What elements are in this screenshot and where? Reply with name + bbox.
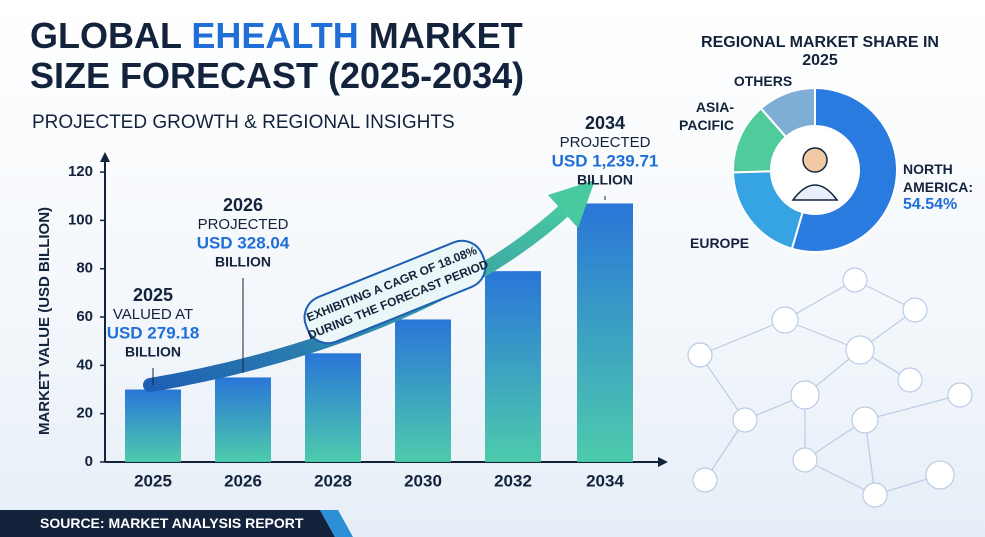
x-tick-label: 2025 <box>134 471 172 490</box>
annotation-text: PROJECTED <box>560 134 651 151</box>
title: GLOBAL EHEALTH MARKET SIZE FORECAST (202… <box>30 16 610 96</box>
network-decoration <box>687 267 973 508</box>
y-tick-label: 60 <box>76 308 93 325</box>
x-tick-label: 2034 <box>586 471 624 490</box>
y-tick-label: 120 <box>68 163 93 180</box>
doctor-body <box>791 184 839 201</box>
y-axis-arrow <box>100 152 110 162</box>
pie-title: REGIONAL MARKET SHARE IN 2025 <box>701 34 939 69</box>
pie-label: EUROPE <box>690 234 760 252</box>
annotation-text: USD 1,239.71 <box>552 151 659 170</box>
annotation-text: USD 279.18 <box>107 323 200 342</box>
annotation-text: 2034 <box>585 113 625 133</box>
annotation-text: PROJECTED <box>198 216 289 233</box>
y-tick-label: 100 <box>68 211 93 228</box>
bar <box>577 203 633 462</box>
y-tick-label: 0 <box>85 453 93 470</box>
y-axis-label: MARKET VALUE (USD BILLION) <box>36 207 53 435</box>
pie-label: NORTH AMERICA: 54.54% <box>903 160 983 214</box>
y-tick-label: 20 <box>76 405 93 422</box>
cagr-box <box>303 239 487 345</box>
bar <box>395 319 451 462</box>
pie-value-label: 54.54% <box>903 196 958 213</box>
pie-slice <box>790 86 898 253</box>
y-tick-label: 40 <box>76 356 93 373</box>
x-tick-label: 2028 <box>314 471 352 490</box>
x-tick-label: 2026 <box>224 471 262 490</box>
source: SOURCE: MARKET ANALYSIS REPORT <box>40 515 304 531</box>
x-tick-label: 2030 <box>404 471 442 490</box>
pie-label-name: OTHERS <box>733 73 793 89</box>
pie-label-name: NORTH AMERICA: <box>903 161 973 195</box>
annotation-text: BILLION <box>215 254 271 270</box>
annotation-text: USD 328.04 <box>197 233 290 252</box>
pie-label-name: ASIA-PACIFIC <box>679 99 734 133</box>
annotation-text: BILLION <box>125 344 181 360</box>
y-tick-label: 80 <box>76 260 93 277</box>
title-highlight: EHEALTH <box>191 15 359 56</box>
title-part: MARKET SIZE FORECAST (2025-2034) <box>30 15 525 96</box>
pie-label: OTHERS <box>728 72 798 90</box>
annotation-text: BILLION <box>577 172 633 188</box>
growth-arrowhead <box>548 180 595 228</box>
bar <box>485 271 541 462</box>
doctor-icon <box>802 147 828 173</box>
annotation-text: 2026 <box>223 195 263 215</box>
annotation-text: VALUED AT <box>113 306 193 323</box>
bar <box>305 353 361 462</box>
bar <box>125 389 181 462</box>
pie-label-name: EUROPE <box>690 235 750 251</box>
footer-band <box>0 510 353 537</box>
subtitle: PROJECTED GROWTH & REGIONAL INSIGHTS <box>32 112 455 133</box>
annotation-text: 2025 <box>133 285 173 305</box>
pie-label: ASIA-PACIFIC <box>672 98 734 134</box>
x-tick-label: 2032 <box>494 471 532 490</box>
title-part: GLOBAL <box>30 15 182 56</box>
x-axis-arrow <box>658 457 668 467</box>
pie-slice <box>759 86 816 139</box>
bar <box>215 377 271 462</box>
